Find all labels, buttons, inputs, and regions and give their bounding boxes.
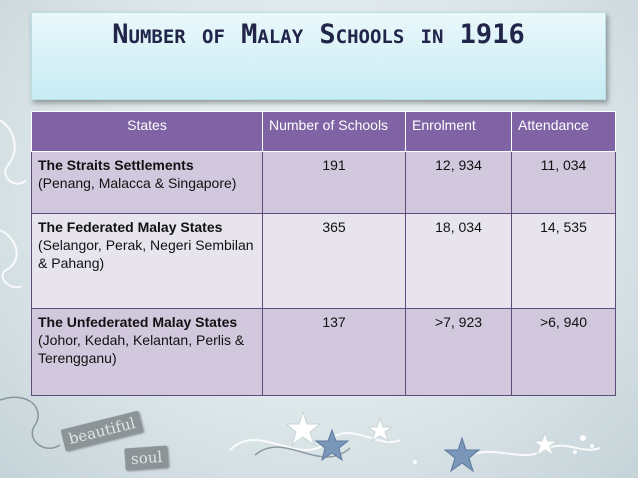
- schools-cell: 137: [262, 308, 406, 396]
- table-row: The Unfederated Malay States (Johor, Ked…: [31, 308, 616, 396]
- header-number-of-schools: Number of Schools: [262, 111, 406, 152]
- attendance-cell: >6, 940: [511, 308, 616, 396]
- star-icon: [284, 410, 322, 447]
- state-detail: (Johor, Kedah, Kelantan, Perlis & Tereng…: [38, 332, 245, 366]
- title-card: [31, 12, 606, 100]
- schools-cell: 191: [262, 151, 406, 214]
- schools-cell: 365: [262, 213, 406, 309]
- state-detail: (Selangor, Perak, Negeri Sembilan & Paha…: [38, 237, 254, 271]
- star-icon: [443, 436, 481, 473]
- header-states: States: [31, 111, 263, 152]
- attendance-cell: 14, 535: [511, 213, 616, 309]
- table-header-row: States Number of Schools Enrolment Atten…: [31, 111, 616, 152]
- state-cell: The Federated Malay States (Selangor, Per…: [31, 213, 263, 309]
- header-attendance: Attendance: [511, 111, 616, 152]
- enrolment-cell: 18, 034: [405, 213, 512, 309]
- enrolment-cell: 12, 934: [405, 151, 512, 214]
- state-cell: The Straits Settlements (Penang, Malacca …: [31, 151, 263, 214]
- state-name: The Straits Settlements: [38, 157, 194, 173]
- state-name: The Federated Malay States: [38, 219, 223, 235]
- star-icon: [366, 416, 394, 443]
- state-name: The Unfederated Malay States: [38, 314, 238, 330]
- slide-title: Number of Malay Schools in 1916: [112, 19, 525, 50]
- header-enrolment: Enrolment: [405, 111, 512, 152]
- star-icon: [314, 428, 350, 462]
- table-row: The Federated Malay States (Selangor, Per…: [31, 213, 616, 309]
- decor-tag-soul: soul: [124, 445, 169, 471]
- star-icon: [531, 431, 559, 457]
- state-cell: The Unfederated Malay States (Johor, Ked…: [31, 308, 263, 396]
- schools-table: States Number of Schools Enrolment Atten…: [31, 111, 616, 396]
- table-row: The Straits Settlements (Penang, Malacca …: [31, 151, 616, 214]
- enrolment-cell: >7, 923: [405, 308, 512, 396]
- attendance-cell: 11, 034: [511, 151, 616, 214]
- state-detail: (Penang, Malacca & Singapore): [38, 175, 237, 191]
